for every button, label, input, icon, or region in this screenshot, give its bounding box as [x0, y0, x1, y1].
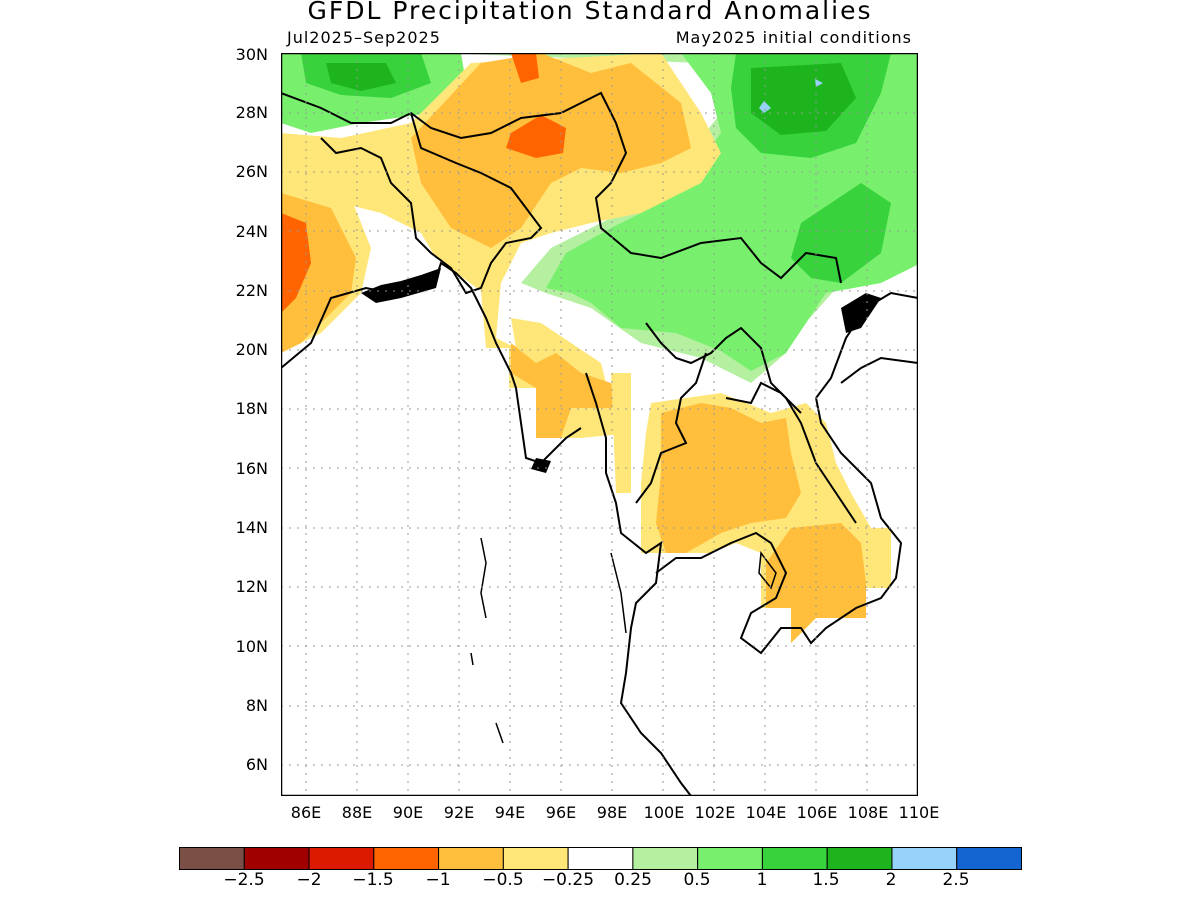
lat-label: 14N: [235, 518, 268, 537]
colorbar-swatch: [761, 847, 828, 870]
anomaly-region-negative-1: [506, 115, 566, 158]
lon-label: 108E: [847, 803, 889, 822]
lat-label: 22N: [235, 281, 268, 300]
colorbar-swatch: [179, 847, 245, 870]
andaman-islands: [470, 537, 777, 744]
coastal-islands: [361, 268, 881, 473]
colorbar-label: −1: [425, 870, 451, 890]
lon-label: 90E: [392, 803, 424, 822]
lat-label: 8N: [245, 696, 268, 715]
anomaly-region-negative-0.25: [611, 373, 631, 493]
colorbar-swatch: [826, 847, 893, 870]
anomaly-region-negative-0.5: [511, 343, 621, 438]
anomaly-region-positive-2.5: [759, 101, 771, 113]
lat-label: 6N: [245, 755, 268, 774]
lon-label: 86E: [290, 803, 322, 822]
lat-label: 12N: [235, 577, 268, 596]
lat-label: 10N: [235, 637, 268, 656]
anomaly-region-negative-1: [511, 53, 539, 83]
lon-label: 92E: [443, 803, 475, 822]
anomaly-region-positive-2: [326, 63, 396, 91]
colorbar-swatch: [632, 847, 699, 870]
colorbar-swatch: [243, 847, 310, 870]
lon-label: 106E: [796, 803, 838, 822]
colorbar-label: −2.5: [223, 870, 265, 890]
colorbar-swatch: [567, 847, 634, 870]
colorbar-swatch: [308, 847, 375, 870]
lon-label: 88E: [341, 803, 373, 822]
anomaly-region-positive-2.5: [815, 79, 823, 87]
forecast-period: Jul2025–Sep2025: [287, 28, 441, 47]
colorbar-label: 0.25: [614, 870, 652, 890]
map-title: GFDL Precipitation Standard Anomalies: [307, 0, 873, 25]
colorbar-swatch: [502, 847, 569, 870]
lon-label: 104E: [745, 803, 787, 822]
coastlines-and-borders: [281, 91, 918, 796]
map-frame: [281, 53, 918, 796]
colorbar-label: −0.5: [482, 870, 524, 890]
lon-label: 98E: [596, 803, 628, 822]
anomaly-region-positive-1.5: [791, 183, 891, 283]
colorbar-swatch: [891, 847, 958, 870]
lon-label: 96E: [545, 803, 577, 822]
colorbar: [179, 847, 1022, 870]
lat-label: 20N: [235, 340, 268, 359]
lon-label: 110E: [898, 803, 940, 822]
colorbar-label: −0.25: [541, 870, 595, 890]
colorbar-label: 0.5: [683, 870, 711, 890]
colorbar-label: −1.5: [352, 870, 394, 890]
anomaly-region-negative-1: [281, 213, 311, 313]
colorbar-label: −2: [296, 870, 322, 890]
lat-label: 26N: [235, 162, 268, 181]
colorbar-label: 2: [885, 870, 897, 890]
colorbar-swatch: [956, 847, 1022, 870]
anomaly-region-positive-2: [751, 63, 856, 135]
lat-label: 28N: [235, 103, 268, 122]
lon-label: 102E: [694, 803, 736, 822]
anomaly-region-negative-0.5: [656, 403, 801, 553]
lat-label: 30N: [235, 45, 268, 64]
lat-label: 18N: [235, 399, 268, 418]
colorbar-swatch: [373, 847, 440, 870]
lat-label: 16N: [235, 459, 268, 478]
colorbar-swatch: [438, 847, 504, 870]
initial-conditions: May2025 initial conditions: [675, 28, 912, 47]
lon-label: 100E: [643, 803, 685, 822]
colorbar-swatch: [697, 847, 763, 870]
lon-label: 94E: [494, 803, 526, 822]
colorbar-label: 1: [756, 870, 768, 890]
colorbar-label: 1.5: [812, 870, 840, 890]
colorbar-label: 2.5: [942, 870, 970, 890]
lat-label: 24N: [235, 222, 268, 241]
precipitation-map: [281, 53, 918, 796]
